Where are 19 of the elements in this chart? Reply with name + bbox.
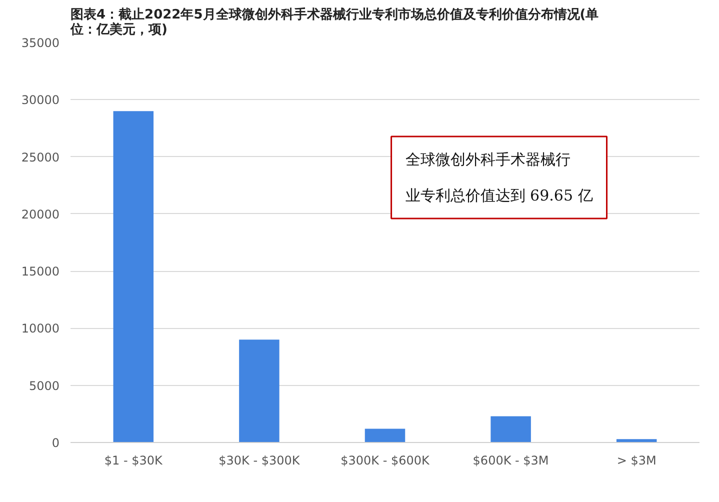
y-tick-label: 5000 xyxy=(28,378,60,393)
bar xyxy=(239,340,280,442)
x-tick-label: $300K - $600K xyxy=(340,454,431,468)
x-tick-label: $30K - $300K xyxy=(218,454,301,468)
bar xyxy=(113,111,154,442)
y-tick-label: 20000 xyxy=(21,207,60,222)
y-tick-label: 10000 xyxy=(21,322,60,336)
x-tick-label: > $3M xyxy=(616,454,656,468)
y-tick-label: 35000 xyxy=(21,36,60,50)
y-tick-label: 0 xyxy=(52,436,60,450)
bar xyxy=(490,416,531,442)
y-tick-label: 30000 xyxy=(21,93,60,108)
chart-title: 图表4：截止2022年5月全球微创外科手术器械行业专利市场总价值及专利价值分布情况(单位：亿美元，项) xyxy=(70,6,599,38)
bar xyxy=(364,428,406,442)
y-tick-label: 15000 xyxy=(21,264,60,279)
x-tick-label: $1 - $30K xyxy=(104,454,164,468)
text: 全球微创外科手术器械行业专利总价值达到 69.65 亿 xyxy=(405,150,593,204)
x-tick-label: $600K - $3M xyxy=(472,454,549,468)
y-tick-label: 25000 xyxy=(21,150,60,164)
